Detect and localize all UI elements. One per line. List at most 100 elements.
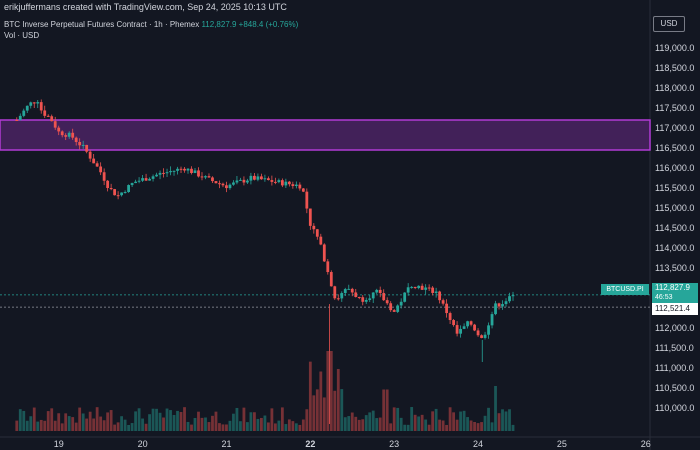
candle-body (148, 178, 151, 181)
volume-bar (357, 419, 361, 431)
current-price-value: 112,827.9 (655, 283, 690, 292)
candle-body (46, 115, 50, 117)
volume-bar (305, 409, 309, 431)
volume-bars (15, 351, 515, 431)
volume-bar (39, 419, 43, 431)
price-tick-label: 114,000.0 (655, 243, 694, 253)
candle-body (259, 176, 263, 180)
candle-body (109, 187, 113, 190)
candle-body (308, 208, 312, 226)
candle-body (263, 178, 267, 180)
volume-bar (284, 424, 288, 431)
candle-body (326, 261, 330, 273)
candle-body (357, 297, 361, 299)
price-tick-label: 115,500.0 (655, 183, 694, 193)
credit-text: erikjuffermans created with TradingView.… (4, 2, 287, 12)
price-tick-label: 116,500.0 (655, 143, 694, 153)
candle-body (71, 132, 75, 138)
volume-bar (350, 412, 354, 431)
candle-body (106, 180, 110, 188)
volume-bar (57, 413, 61, 431)
candle-body (85, 144, 89, 152)
volume-bar (88, 411, 92, 431)
candle-body (343, 289, 347, 294)
volume-bar (326, 351, 330, 431)
candle-body (176, 168, 179, 171)
candle-body (508, 296, 511, 302)
candle-body (350, 288, 354, 293)
volume-bar (134, 411, 137, 431)
candle-body (130, 183, 134, 186)
supply-zone (0, 119, 651, 151)
volume-bar (490, 422, 494, 431)
volume-bar (315, 389, 319, 431)
volume-bar (445, 424, 449, 431)
volume-bar (280, 407, 284, 431)
candle-body (392, 310, 396, 312)
volume-bar (148, 414, 151, 431)
volume-bar (497, 413, 501, 431)
volume-bar (232, 413, 235, 431)
volume-bar (483, 415, 487, 431)
volume-bar (322, 397, 326, 431)
candle-body (102, 172, 106, 181)
volume-bar (18, 409, 22, 431)
volume-bar (162, 417, 165, 431)
volume-bar (448, 407, 452, 431)
bar-countdown: 46:53 (655, 294, 673, 301)
volume-bar (511, 424, 515, 431)
currency-button[interactable]: USD (653, 16, 685, 32)
candle-body (197, 170, 200, 177)
candle-body (371, 292, 375, 299)
candle-body (459, 328, 462, 334)
candle-body (406, 287, 410, 293)
volume-bar (106, 412, 110, 431)
candle-body (207, 176, 211, 178)
volume-bar (417, 416, 421, 431)
candle-body (490, 314, 494, 326)
candle-body (57, 127, 61, 132)
candle-body (420, 285, 424, 290)
price-change: +848.4 (+0.76%) (238, 20, 299, 29)
volume-bar (127, 424, 131, 431)
volume-bar (336, 368, 340, 431)
candle-body (151, 176, 155, 179)
candle-body (113, 189, 117, 196)
volume-bar (176, 410, 179, 431)
volume-bar (441, 420, 445, 431)
candle-body (74, 137, 78, 142)
volume-bar (466, 417, 469, 431)
volume-bar (50, 408, 54, 431)
volume-bar (74, 422, 78, 431)
volume-bar (298, 424, 302, 431)
volume-bar (434, 408, 438, 431)
volume-bar (427, 424, 431, 431)
candle-body (399, 301, 403, 306)
candle-body (18, 115, 22, 121)
candle-body (256, 176, 260, 180)
candle-body (81, 144, 85, 146)
candle-body (473, 324, 476, 331)
volume-bar (375, 418, 379, 431)
candle-body (92, 158, 96, 164)
candle-body (232, 182, 235, 185)
volume-bar (190, 424, 193, 431)
volume-bar (459, 411, 462, 431)
volume-bar (287, 419, 291, 431)
candle-body (172, 170, 176, 172)
time-tick-label: 22 (305, 439, 315, 449)
volume-bar (301, 419, 305, 431)
candle-body (193, 170, 197, 174)
candle-body (410, 286, 414, 288)
volume-bar (382, 389, 386, 431)
price-tick-label: 119,000.0 (655, 43, 694, 53)
volume-bar (413, 414, 417, 431)
candle-body (249, 175, 253, 181)
candle-body (53, 121, 57, 128)
time-tick-label: 26 (641, 439, 651, 449)
volume-bar (406, 424, 410, 431)
candle-body (417, 285, 421, 289)
candle-body (466, 321, 469, 327)
candle-body (385, 300, 389, 304)
